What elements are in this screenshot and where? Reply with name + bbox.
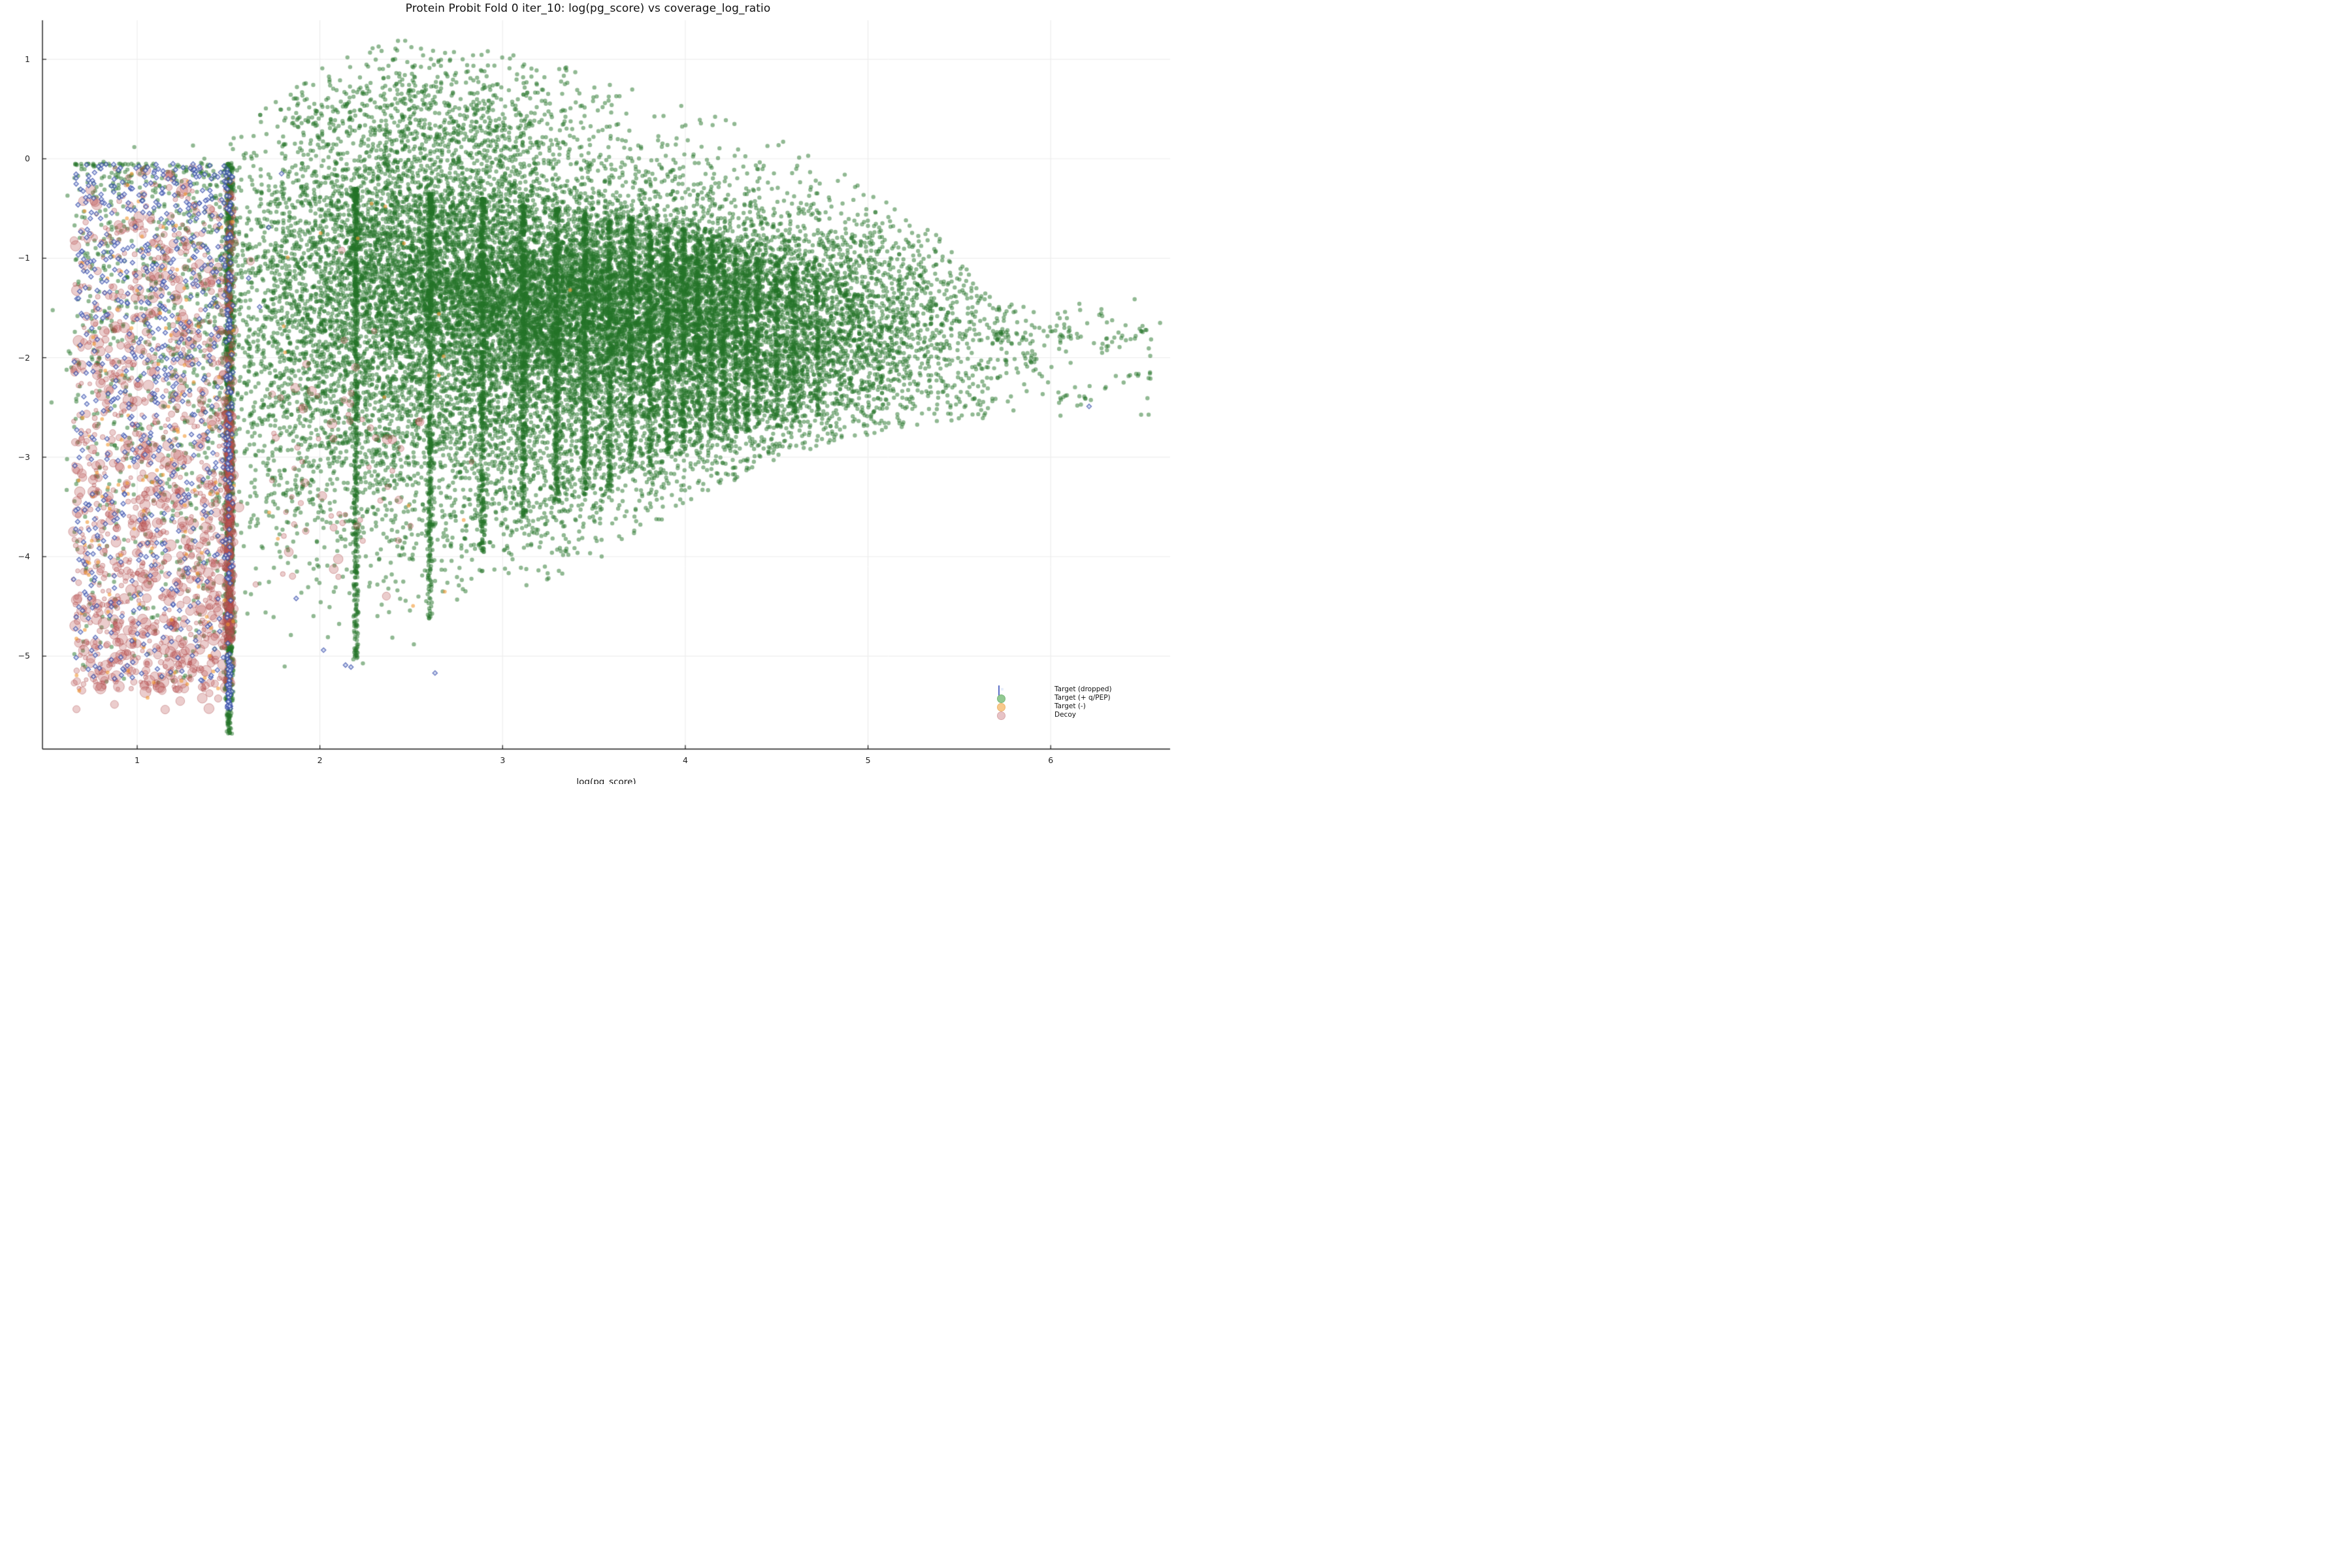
y-tick-label-1: 1 (25, 54, 30, 64)
target-marker-icon (997, 694, 1005, 703)
legend-label: Decoy (1054, 711, 1076, 719)
y-tick-label-neg3: −3 (18, 451, 30, 462)
legend-label: Target (+ q/PEP) (1054, 694, 1111, 702)
legend-label: Target (-) (1054, 702, 1086, 710)
legend: Target (dropped) Target (+ q/PEP) Target (… (997, 685, 1112, 720)
x-tick-label-4: 4 (682, 755, 688, 765)
x-tick-label-2: 2 (317, 755, 323, 765)
y-tick-label-neg1: −1 (18, 253, 30, 263)
legend-item-neg: Target (-) (997, 702, 1086, 711)
scatter-figure: Protein Probit Fold 0 iter_10: log(pg_sc… (0, 0, 1176, 784)
x-tick-label-5: 5 (865, 755, 871, 765)
x-tick-label-6: 6 (1048, 755, 1054, 765)
chart-title: Protein Probit Fold 0 iter_10: log(pg_sc… (405, 2, 771, 15)
y-tick-label-neg4: −4 (18, 551, 30, 561)
x-tick-label-1: 1 (135, 755, 140, 765)
legend-label: Target (dropped) (1054, 685, 1112, 693)
x-axis-label: log(pg_score) (576, 777, 636, 784)
legend-item-decoy: Decoy (997, 711, 1076, 720)
x-tick-label-3: 3 (500, 755, 506, 765)
neg-marker-icon (997, 703, 1005, 711)
legend-item-dropped: Target (dropped) (997, 685, 1112, 699)
plot-canvas (0, 0, 1176, 784)
y-tick-label-0: 0 (25, 154, 30, 163)
y-tick-label-neg5: −5 (18, 651, 30, 661)
decoy-marker-icon (997, 711, 1005, 720)
legend-item-target: Target (+ q/PEP) (997, 694, 1111, 703)
y-tick-label-neg2: −2 (18, 352, 30, 363)
